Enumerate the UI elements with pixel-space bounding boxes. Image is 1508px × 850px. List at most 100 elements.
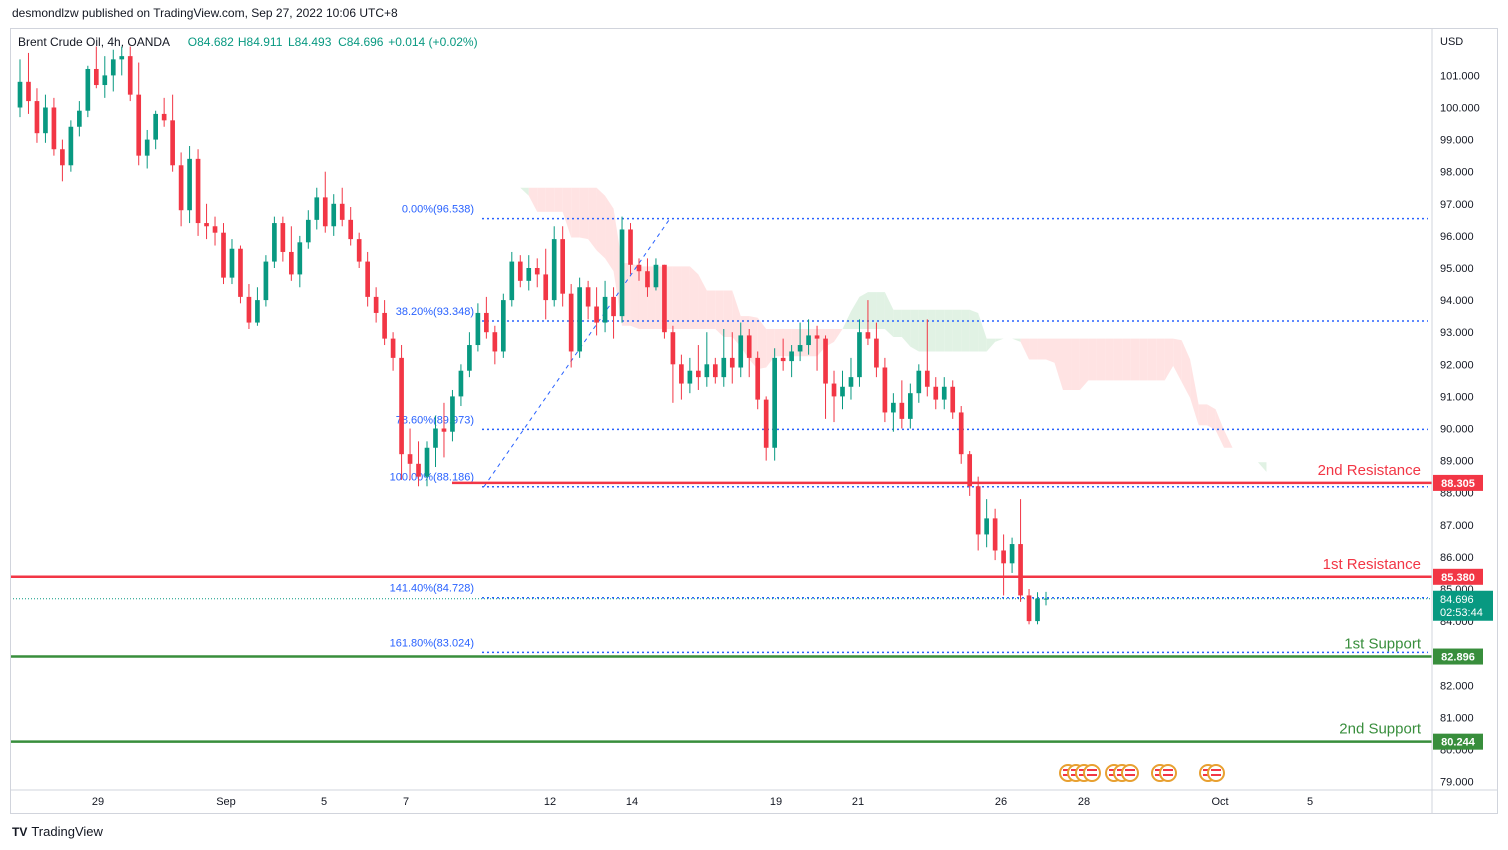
- candle-body: [594, 306, 599, 323]
- ichimoku-cloud-segment: [732, 290, 741, 347]
- ichimoku-cloud-segment: [910, 309, 919, 352]
- candle-body: [797, 345, 803, 352]
- candle-body: [679, 364, 684, 384]
- candle-body: [967, 454, 973, 487]
- candle-body: [246, 296, 252, 323]
- legend-open: O84.682: [188, 35, 234, 49]
- ichimoku-cloud-segment: [1156, 338, 1165, 381]
- candle-body: [517, 261, 523, 281]
- event-flag-stripe-icon: [1211, 774, 1221, 776]
- y-tick-label: 96.000: [1440, 231, 1474, 243]
- ichimoku-cloud-segment: [969, 309, 979, 352]
- candle-body: [500, 300, 506, 352]
- candle-body: [484, 312, 489, 333]
- ichimoku-cloud-segment: [859, 292, 868, 329]
- candle-body: [789, 351, 794, 362]
- candle-body: [874, 338, 879, 368]
- event-flag-icon: [1159, 764, 1177, 782]
- ichimoku-cloud-segment: [927, 309, 936, 352]
- level-name-label: 2nd Resistance: [1318, 462, 1421, 479]
- x-tick-label: 28: [1078, 796, 1090, 808]
- y-tick-label: 97.000: [1440, 199, 1474, 211]
- x-tick-label: 26: [995, 796, 1007, 808]
- candle-body: [551, 239, 557, 301]
- candle-body: [865, 332, 871, 339]
- y-tick-label: 93.000: [1440, 327, 1474, 339]
- ichimoku-cloud-segment: [1215, 409, 1225, 448]
- ichimoku-cloud-segment: [452, 165, 461, 175]
- fib-level-label: 78.60%(89.973): [396, 414, 474, 426]
- candle-body: [229, 248, 235, 278]
- candle-body: [831, 383, 837, 397]
- candle-body: [653, 264, 659, 288]
- x-tick-label: Sep: [216, 796, 236, 808]
- candle-body: [153, 113, 159, 140]
- candle-body: [382, 312, 387, 339]
- candle-body: [636, 264, 642, 272]
- y-tick-label: 79.000: [1440, 777, 1474, 789]
- level-price-tag: [1433, 568, 1483, 585]
- tradingview-logo-icon: TV: [12, 824, 28, 839]
- ichimoku-cloud-segment: [545, 187, 555, 212]
- ichimoku-cloud-segment: [689, 266, 699, 329]
- ichimoku-cloud-segment: [1147, 338, 1157, 381]
- candle-body: [204, 223, 209, 227]
- candle-body: [738, 335, 744, 368]
- candle-body: [907, 393, 913, 419]
- ichimoku-cloud-segment: [630, 263, 639, 329]
- ichimoku-cloud-segment: [757, 317, 767, 370]
- event-flag-icon: [1207, 764, 1225, 782]
- candle-body: [297, 242, 303, 275]
- ichimoku-cloud-segment: [1105, 338, 1114, 381]
- ichimoku-cloud-segment: [1088, 338, 1097, 381]
- candle-body: [602, 296, 608, 323]
- candle-body: [110, 59, 116, 76]
- candle-body: [662, 264, 667, 333]
- event-flag-stripe-icon: [1163, 769, 1173, 771]
- ichimoku-cloud-segment: [274, 104, 283, 118]
- ichimoku-cloud-segment: [1046, 338, 1055, 363]
- y-tick-label: 99.000: [1440, 135, 1474, 147]
- candle-body: [746, 335, 752, 358]
- candle-body: [984, 518, 989, 535]
- candle-body: [1026, 595, 1032, 622]
- ichimoku-cloud-segment: [944, 309, 953, 352]
- ichimoku-cloud-segment: [1096, 338, 1106, 381]
- candle-body: [1035, 598, 1040, 622]
- candle-body: [373, 296, 379, 313]
- ichimoku-cloud-segment: [1113, 338, 1123, 381]
- candle-body: [416, 463, 421, 477]
- ichimoku-cloud-segment: [901, 309, 911, 347]
- candle-body: [814, 335, 820, 339]
- candle-body: [840, 386, 845, 397]
- candle-body: [280, 223, 286, 252]
- ichimoku-cloud-segment: [418, 141, 428, 143]
- ichimoku-cloud-segment: [783, 328, 792, 357]
- ichimoku-cloud-segment: [1207, 404, 1216, 431]
- event-flag-icon: [1121, 764, 1139, 782]
- candle-body: [102, 75, 108, 86]
- candle-body: [941, 386, 947, 400]
- candle-body: [424, 447, 430, 477]
- ichimoku-cloud-segment: [571, 187, 580, 238]
- candle-body: [780, 357, 786, 362]
- x-tick-label: 5: [1307, 796, 1313, 808]
- candle-body: [305, 219, 311, 243]
- candle-body: [441, 428, 447, 432]
- candle-body: [212, 226, 218, 233]
- candle-body: [433, 428, 438, 448]
- candle-body: [1043, 598, 1049, 600]
- candle-body: [992, 518, 998, 551]
- footer-brand[interactable]: TradingView: [31, 824, 103, 839]
- candle-body: [585, 287, 591, 307]
- level-name-label: 1st Resistance: [1323, 556, 1421, 573]
- candle-body: [255, 300, 260, 323]
- ichimoku-cloud-segment: [842, 311, 851, 329]
- candle-body: [322, 197, 328, 227]
- level-name-label: 1st Support: [1344, 636, 1422, 653]
- legend-low: L84.493: [288, 35, 332, 49]
- candle-body: [687, 370, 693, 384]
- candle-body: [950, 386, 956, 413]
- y-tick-label: 95.000: [1440, 263, 1474, 275]
